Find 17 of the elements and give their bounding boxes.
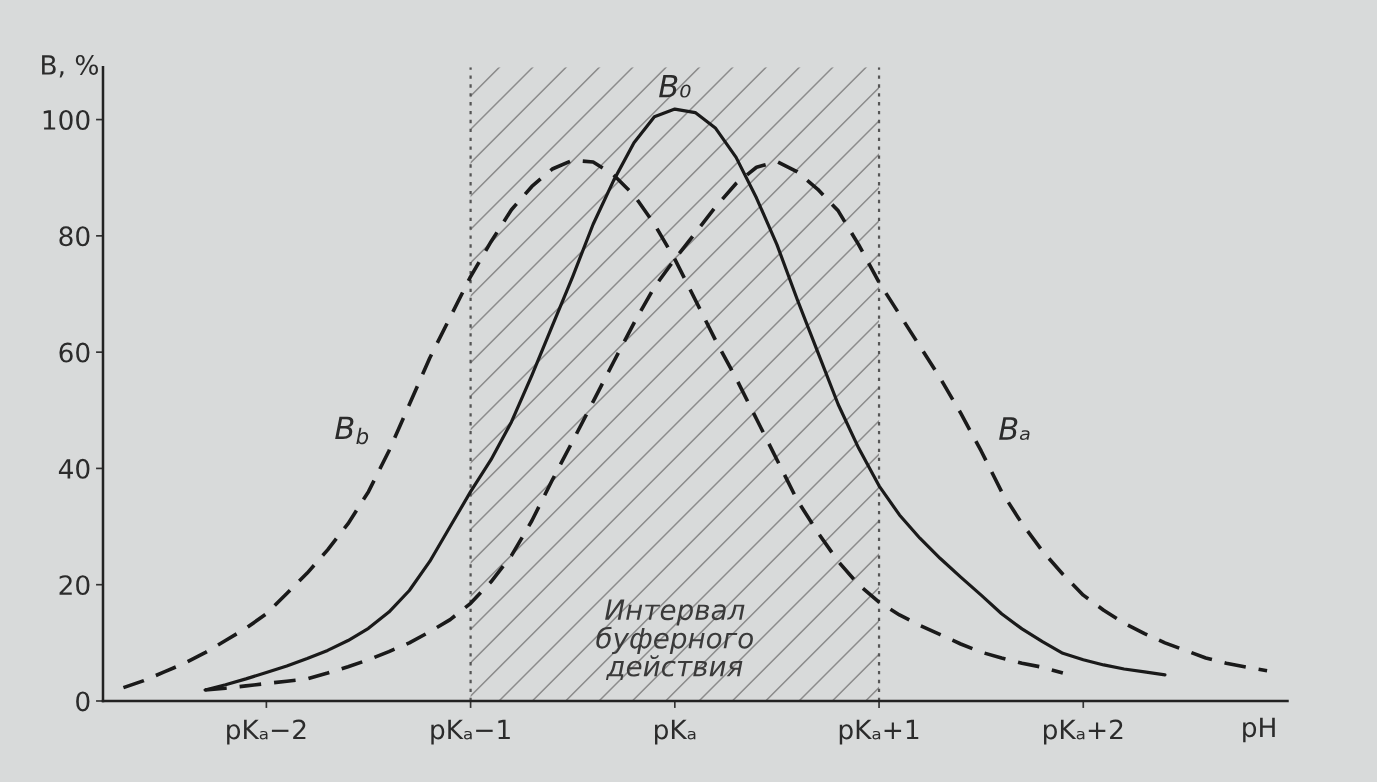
x-tick-label: pKₐ — [655, 719, 696, 745]
y-tick-label: 100 — [43, 110, 90, 130]
x-tick-label: pKₐ+2 — [1044, 719, 1123, 745]
y-tick-label: 0 — [76, 691, 90, 712]
series-label: B$_{b}$ — [335, 416, 369, 445]
y-axis-title: B, % — [42, 54, 98, 78]
x-tick-label: pKₐ−1 — [431, 719, 510, 745]
y-tick-label: 40 — [58, 458, 90, 479]
y-tick-label: 80 — [59, 226, 90, 247]
band-label: Интервал буферного действия — [596, 599, 753, 681]
x-tick-label: pKₐ+1 — [839, 719, 919, 745]
x-tick-label: pKₐ−2 — [227, 719, 306, 745]
y-tick-label: 20 — [59, 575, 90, 596]
x-axis-title: pH — [1243, 717, 1275, 743]
y-tick-label: 60 — [59, 342, 90, 363]
series-label: Bₐ — [999, 417, 1030, 440]
series-label: B₀ — [659, 74, 691, 98]
